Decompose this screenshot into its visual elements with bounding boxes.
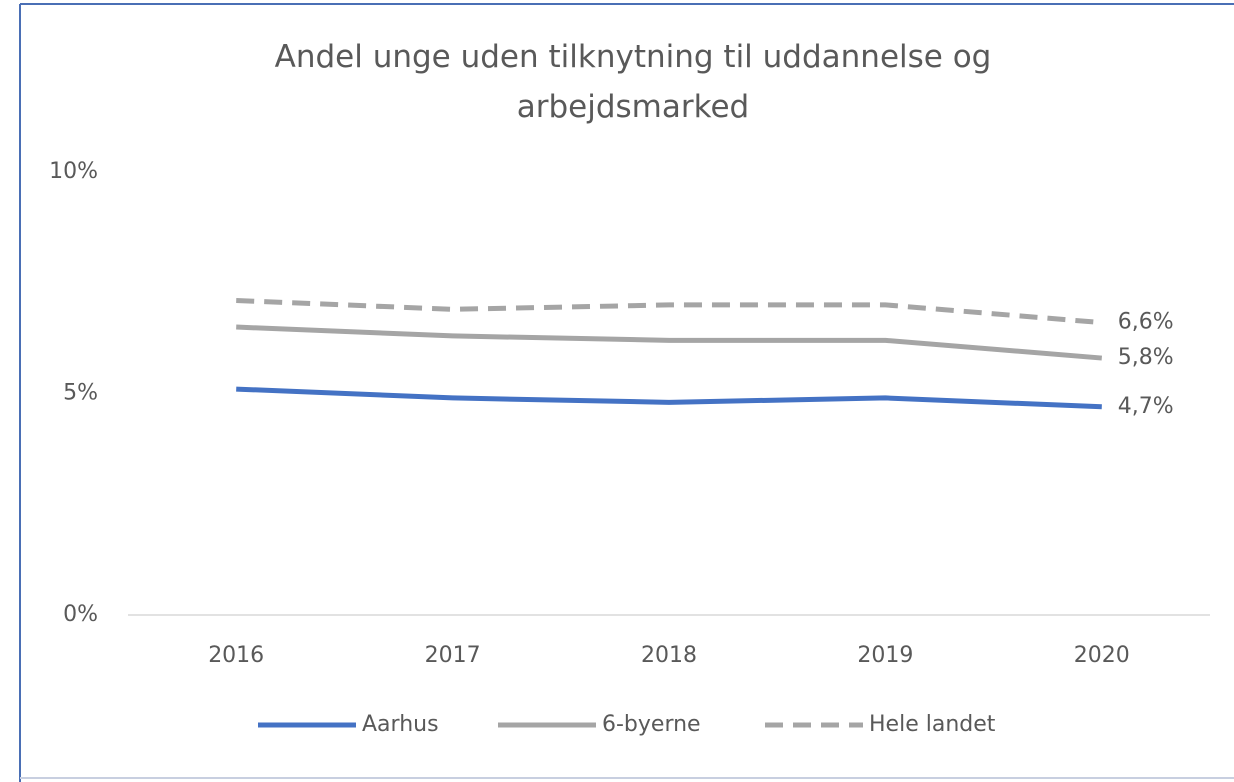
x-tick-label: 2018 [641, 643, 697, 668]
line [236, 297, 1103, 326]
legend-label: Hele landet [869, 712, 996, 737]
x-tick-label: 2020 [1074, 643, 1130, 668]
data-label: 6,6% [1118, 310, 1174, 335]
data-label: 5,8% [1118, 345, 1174, 370]
line [236, 386, 1102, 410]
y-tick-label: 0% [63, 602, 98, 627]
y-tick-label: 5% [63, 381, 98, 406]
chart-title: Andel unge uden tilknytning til uddannel… [274, 39, 992, 125]
x-tick-label: 2016 [208, 643, 264, 668]
legend-label: Aarhus [362, 712, 439, 737]
x-tick-label: 2017 [425, 643, 481, 668]
x-tick-label: 2019 [857, 643, 913, 668]
y-tick-label: 10% [49, 159, 98, 184]
legend-label: 6-byerne [602, 712, 701, 737]
line [236, 324, 1103, 361]
data-label: 4,7% [1118, 394, 1174, 419]
